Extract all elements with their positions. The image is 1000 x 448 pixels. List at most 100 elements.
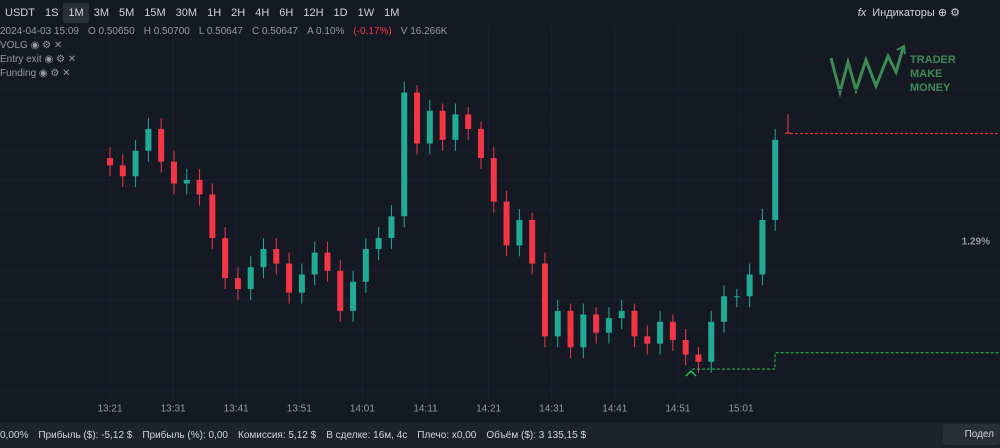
candle-body — [733, 296, 740, 298]
amplitude: A 0.10% — [307, 26, 345, 37]
candle-body — [657, 321, 664, 344]
candles: 13:21 13:31 13:41 13:51 14:01 14:11 14:21 14:31… — [0, 26, 1000, 415]
candle-body — [772, 139, 779, 220]
candle-body — [337, 270, 344, 311]
entry-line — [692, 352, 1000, 370]
candle-body — [158, 128, 165, 162]
time-label: 14:51 — [665, 404, 690, 415]
timeframe[interactable]: 1H — [207, 7, 222, 19]
candle-body — [401, 92, 408, 217]
candle-body — [721, 296, 728, 322]
time-label: 14:11 — [413, 404, 438, 415]
candle-body — [477, 128, 484, 159]
share-button[interactable]: Подел — [942, 424, 1000, 445]
timeframe[interactable]: 15M — [144, 7, 166, 19]
indicator-icons: ◉ ⚙ ✕ — [41, 54, 77, 65]
logo-line: MAKE — [910, 68, 943, 80]
candle-body — [183, 179, 190, 184]
timeframe[interactable]: 1D — [333, 7, 348, 19]
candle-body — [362, 249, 369, 282]
candle-body — [375, 238, 382, 250]
indicator-icons: ◉ ⚙ ✕ — [27, 40, 63, 51]
time-label: 13:51 — [287, 404, 312, 415]
time-label: 14:21 — [476, 404, 501, 415]
indicators-label: Индикаторы — [872, 7, 935, 19]
logo-line: MONEY — [910, 82, 951, 94]
timeframe[interactable]: 1S — [44, 7, 59, 19]
status-item: Комиссия: 5,12 $ — [238, 429, 317, 441]
candle-body — [170, 161, 177, 184]
candle-body — [593, 314, 600, 333]
candle-body — [119, 165, 126, 177]
candle-body — [145, 128, 152, 151]
candle-body — [286, 263, 293, 293]
candle-body — [209, 194, 216, 239]
logo-line: TRADER — [910, 54, 956, 66]
toolbar: USDT 1S 1M 3M 5M 15M 30M 1H 2H 4H 6H 12H 1D 1W 1M — [0, 0, 1000, 26]
timeframe[interactable]: 6H — [279, 7, 294, 19]
timeframe[interactable]: 2H — [231, 7, 246, 19]
time-label: 14:01 — [350, 404, 375, 415]
candle-body — [618, 310, 625, 319]
candle-body — [567, 310, 574, 348]
open: O 0.50650 — [87, 26, 135, 37]
candle-body — [132, 150, 139, 177]
timeframe[interactable]: 1M — [384, 7, 400, 19]
time-label: 13:21 — [97, 404, 122, 415]
time-label: 13:41 — [224, 404, 249, 415]
status-item: Объём ($): 3 135,15 $ — [486, 429, 587, 441]
candle-body — [605, 318, 612, 333]
status-item: Прибыль (%): 0,00 — [142, 429, 228, 441]
time-label: 15:01 — [728, 404, 753, 415]
candle-body — [273, 249, 280, 264]
candle-body — [439, 110, 446, 140]
candle-body — [196, 179, 203, 195]
candle-body — [631, 310, 638, 337]
candle-body — [644, 336, 651, 344]
percent-label: 1.29% — [962, 237, 990, 248]
candle-body — [465, 114, 472, 129]
status-item: 0,00% — [0, 429, 29, 441]
candle-body — [426, 110, 433, 144]
timeframe[interactable]: 1W — [357, 7, 375, 19]
candle-body — [298, 274, 305, 293]
time-label: 14:31 — [539, 404, 564, 415]
candle-body — [708, 321, 715, 362]
candle-body — [414, 92, 421, 144]
candle-body — [669, 321, 676, 340]
timeframe[interactable]: 12H — [303, 7, 324, 19]
timeframe[interactable]: 1M — [63, 3, 89, 23]
indicator-icons: ◉ ⚙ ✕ — [36, 68, 71, 79]
timeframe[interactable]: 5M — [118, 7, 135, 19]
timeframe[interactable]: 30M — [175, 7, 198, 19]
low: L 0.50647 — [198, 26, 243, 37]
timeframe[interactable]: 4H — [255, 7, 270, 19]
logo-arrow — [896, 44, 906, 55]
candle-body — [388, 216, 395, 239]
info-line: 2024-04-03 15:09 O 0.50650 H 0.50700 L 0… — [0, 26, 447, 37]
indicator-row: Entry exit ◉ ⚙ ✕ — [0, 54, 76, 65]
candle-body — [516, 219, 523, 246]
chart-bg — [0, 26, 1000, 422]
candle-body — [503, 201, 510, 246]
timeframe[interactable]: 3M — [93, 7, 109, 19]
indicator-row: VOLG ◉ ⚙ ✕ — [0, 40, 62, 51]
close: C 0.50647 — [251, 26, 299, 37]
candle-body — [107, 158, 113, 166]
candle-body — [759, 219, 766, 275]
status-bar: 0,00% Прибыль ($): -5,12 $ Прибыль (%): 0,… — [0, 422, 1000, 448]
status-item: Прибыль ($): -5,12 $ — [38, 429, 133, 441]
time-label: 14:41 — [602, 404, 627, 415]
candle-body — [350, 281, 357, 311]
time-label: 13:31 — [161, 404, 186, 415]
indicators-button[interactable]: fx Индикаторы ⊕ ⚙ — [857, 7, 960, 19]
candle-body — [222, 238, 229, 279]
high: H 0.50700 — [143, 26, 190, 37]
indicator-name: VOLG — [0, 40, 28, 51]
candle-body — [324, 252, 331, 271]
indicator-name: Entry exit — [0, 54, 42, 65]
candle-body — [247, 267, 254, 290]
candle-body — [234, 278, 241, 290]
candle-body — [311, 252, 318, 275]
